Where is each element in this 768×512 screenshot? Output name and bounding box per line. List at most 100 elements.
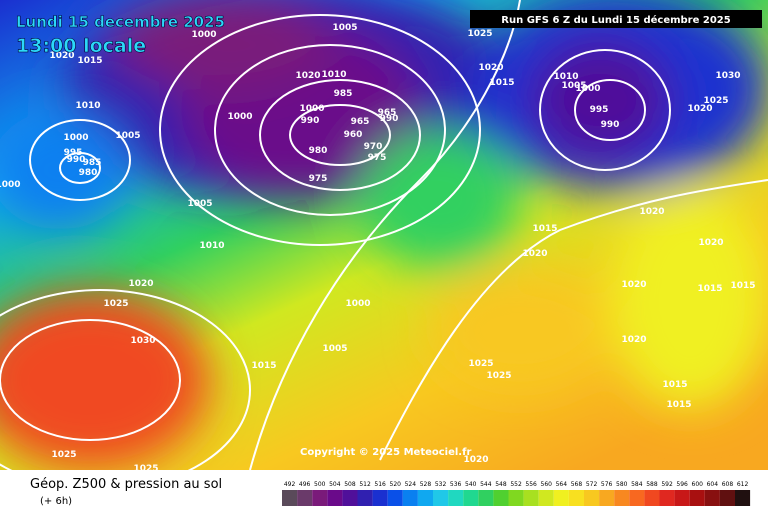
color-swatch xyxy=(402,490,418,506)
isobar-label: 1015 xyxy=(251,361,276,371)
isobar-label: 1010 xyxy=(553,72,578,82)
color-swatch xyxy=(327,490,343,506)
isobar-label: 1020 xyxy=(478,63,503,73)
colorbar-label: 600 xyxy=(692,481,704,488)
colorbar-label: 528 xyxy=(420,481,432,488)
footer-subtitle: (+ 6h) xyxy=(40,496,72,507)
isobar-label: 1020 xyxy=(698,238,723,248)
color-swatch xyxy=(523,490,539,506)
date-label: Lundi 15 decembre 2025 xyxy=(16,13,225,31)
isobar-label: 1015 xyxy=(662,380,687,390)
isobar-label: 1025 xyxy=(133,464,158,474)
isobar-label: 1000 xyxy=(299,104,324,114)
isobar-label: 1015 xyxy=(730,281,755,291)
color-swatch xyxy=(448,490,464,506)
color-swatch xyxy=(719,490,735,506)
isobar-label: 970 xyxy=(364,142,383,152)
isobar-label: 985 xyxy=(334,89,353,99)
color-swatch xyxy=(689,490,705,506)
run-label: Run GFS 6 Z du Lundi 15 décembre 2025 xyxy=(501,14,730,26)
isobar-label: 1000 xyxy=(0,180,21,190)
colorbar-label: 572 xyxy=(586,481,598,488)
isobar-label: 1000 xyxy=(227,112,252,122)
footer-title: Géop. Z500 & pression au sol xyxy=(30,477,222,492)
colorbar-label: 588 xyxy=(646,481,658,488)
isobar-label: 980 xyxy=(79,168,98,178)
color-swatch xyxy=(508,490,524,506)
colorbar-label: 536 xyxy=(450,481,462,488)
isobar-label: 1020 xyxy=(49,51,74,61)
color-swatch xyxy=(568,490,584,506)
colorbar-label: 540 xyxy=(465,481,477,488)
color-swatch xyxy=(387,490,403,506)
color-swatch xyxy=(599,490,615,506)
isobar-label: 1000 xyxy=(191,30,216,40)
color-swatch xyxy=(282,490,298,506)
colorbar-label: 524 xyxy=(405,481,417,488)
color-swatch xyxy=(478,490,494,506)
isobar-label: 1025 xyxy=(103,299,128,309)
colorbar-label: 500 xyxy=(314,481,326,488)
isobar-label: 1015 xyxy=(666,400,691,410)
color-swatch xyxy=(417,490,433,506)
colorbar-label: 512 xyxy=(359,481,371,488)
isobar-label: 975 xyxy=(309,174,328,184)
colorbar-label: 544 xyxy=(480,481,492,488)
isobar-label: 960 xyxy=(344,130,363,140)
colorbar-label: 504 xyxy=(329,481,341,488)
isobar-label: 990 xyxy=(67,155,86,165)
colorbar-label: 552 xyxy=(510,481,522,488)
time-label: 13:00 locale xyxy=(16,35,146,57)
isobar-label: 1030 xyxy=(130,336,155,346)
color-swatch xyxy=(674,490,690,506)
isobar-label: 1000 xyxy=(575,84,600,94)
color-swatch xyxy=(629,490,645,506)
color-swatch xyxy=(297,490,313,506)
isobar-label: 1020 xyxy=(295,71,320,81)
isobar-label: 1010 xyxy=(75,101,100,111)
color-swatch xyxy=(463,490,479,506)
color-swatch xyxy=(342,490,358,506)
colorbar-label: 548 xyxy=(495,481,507,488)
isobar-label: 1020 xyxy=(687,104,712,114)
colorbar-label: 568 xyxy=(571,481,583,488)
isobar-label: 1015 xyxy=(77,56,102,66)
isobar-label: 1015 xyxy=(532,224,557,234)
isobar-label: 1025 xyxy=(468,359,493,369)
isobar-label: 1005 xyxy=(561,81,586,91)
colorbar-label: 580 xyxy=(616,481,628,488)
isobar-label: 1015 xyxy=(697,284,722,294)
isobar-label: 985 xyxy=(83,158,102,168)
isobar-label: 980 xyxy=(309,146,328,156)
colorbar-label: 516 xyxy=(374,481,386,488)
isobar-label: 1020 xyxy=(621,335,646,345)
isobar-label: 1000 xyxy=(345,299,370,309)
colorbar-label: 608 xyxy=(722,481,734,488)
color-swatch xyxy=(433,490,449,506)
isobar-label: 1020 xyxy=(639,207,664,217)
isobar-labels: 1005100010151020101010051000995990985980… xyxy=(0,23,756,474)
isobar-label: 1015 xyxy=(489,78,514,88)
color-swatch xyxy=(357,490,373,506)
isobar-label: 1025 xyxy=(486,371,511,381)
isobar-label: 965 xyxy=(351,117,370,127)
colorbar-label: 592 xyxy=(661,481,673,488)
isobar-label: 1020 xyxy=(463,455,488,465)
isobar-label: 990 xyxy=(301,116,320,126)
color-swatch xyxy=(735,490,751,506)
isobar-label: 1005 xyxy=(115,131,140,141)
isobar-label: 990 xyxy=(380,114,399,124)
color-swatch xyxy=(704,490,720,506)
colorbar-label: 496 xyxy=(299,481,311,488)
colorbar-label: 556 xyxy=(525,481,537,488)
isobar-label: 1005 xyxy=(187,199,212,209)
isobar-label: 1030 xyxy=(715,71,740,81)
run-box xyxy=(470,10,762,28)
isobar-label: 1010 xyxy=(321,70,346,80)
colorbar-label: 596 xyxy=(676,481,688,488)
isobar-label: 1025 xyxy=(467,29,492,39)
color-swatch xyxy=(644,490,660,506)
isobar-label: 1005 xyxy=(332,23,357,33)
colorbar: 492 496 500 504 508 512 516 520 524 528 532 536 540 5… xyxy=(282,481,751,506)
